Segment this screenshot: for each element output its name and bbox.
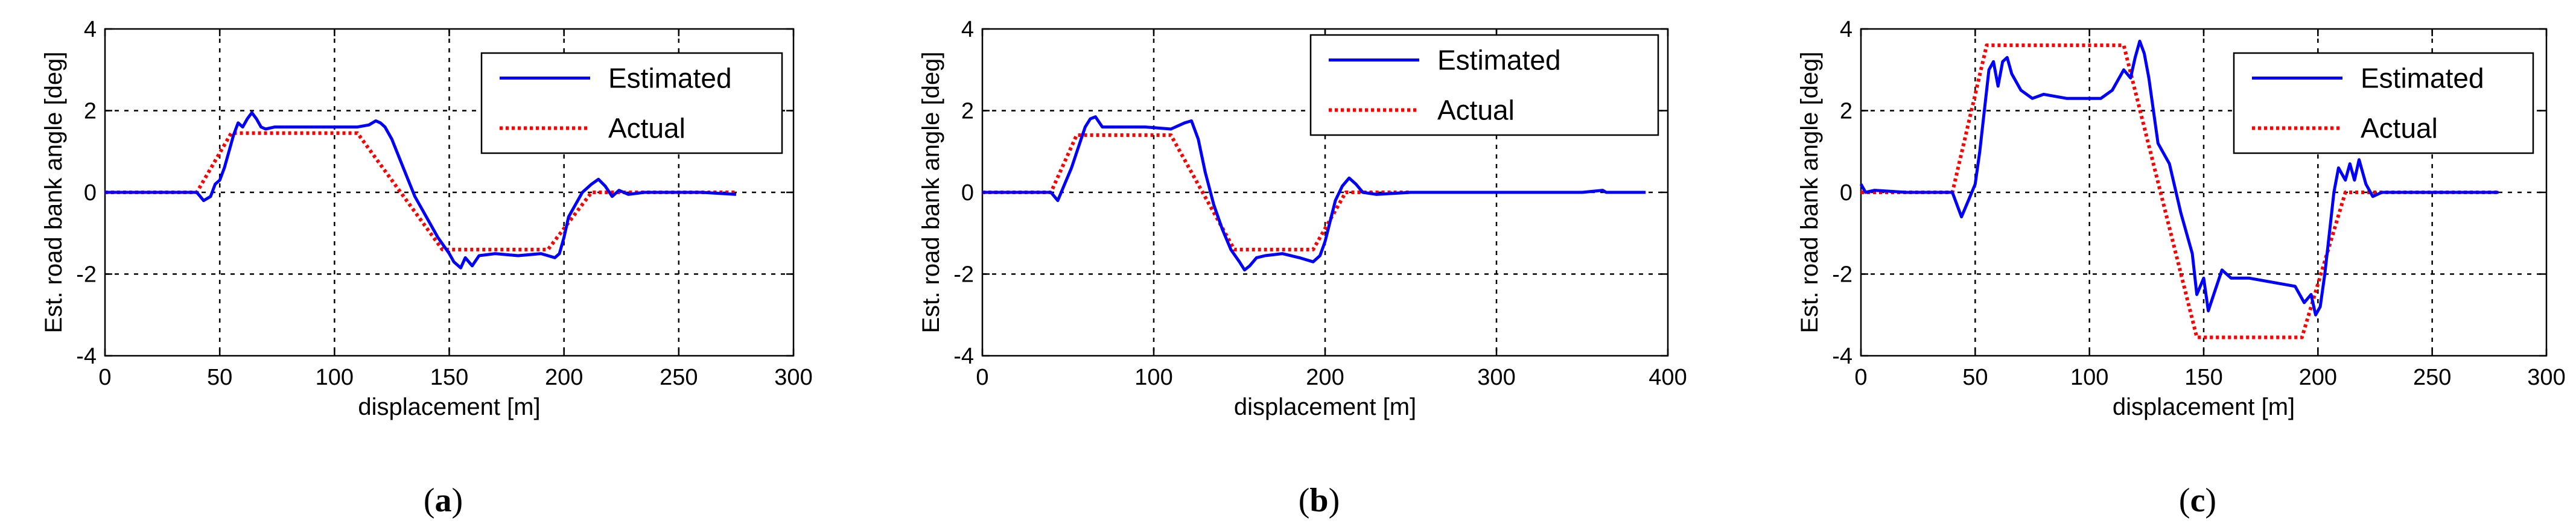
- series-line-estimated: [1859, 39, 2499, 317]
- caption-close-paren: ): [1329, 482, 1340, 519]
- legend-label-estimated: Estimated: [2361, 63, 2484, 94]
- x-tick-label: 250: [660, 365, 698, 390]
- caption-open-paren: (: [2179, 482, 2190, 519]
- legend-box: [2233, 52, 2534, 154]
- x-tick-label: 50: [207, 365, 232, 390]
- caption-close-paren: ): [452, 482, 463, 519]
- x-tick-label: 200: [2299, 365, 2337, 390]
- y-tick-label: -2: [76, 262, 97, 288]
- legend-label-estimated: Estimated: [1437, 45, 1561, 76]
- series-line-actual: [1861, 43, 2499, 339]
- legend: Estimated Actual: [2233, 52, 2534, 154]
- x-tick-label: 300: [1477, 365, 1515, 390]
- chart-panel-a: 0 50 100 150 200 250 300 -4 -2 0 2 4 displacement [m…: [40, 17, 813, 519]
- x-tick-label: 100: [316, 365, 354, 390]
- caption-letter: a: [435, 482, 452, 519]
- x-axis-label: displacement [m]: [1234, 394, 1416, 420]
- x-tick-label: 300: [774, 365, 812, 390]
- panel-caption: (b): [1299, 482, 1340, 519]
- x-tick-label: 0: [976, 365, 988, 390]
- y-tick-label: 0: [1840, 180, 1852, 206]
- y-tick-label: 2: [961, 99, 974, 124]
- x-tick-label: 250: [2413, 365, 2451, 390]
- y-tick-label: 4: [84, 17, 97, 42]
- panel-caption: (a): [424, 482, 463, 519]
- y-tick-label: 2: [1840, 99, 1852, 124]
- x-tick-label: 200: [1306, 365, 1344, 390]
- caption-close-paren: ): [2205, 482, 2216, 519]
- legend: Estimated Actual: [480, 52, 783, 154]
- caption-open-paren: (: [424, 482, 435, 519]
- y-axis-label: Est. road bank angle [deg]: [918, 52, 944, 333]
- y-tick-label: -4: [953, 344, 974, 369]
- legend-box: [480, 52, 783, 154]
- chart-panel-c: 0 50 100 150 200 250 300 -4 -2 0 2 4 displacement [m…: [1796, 17, 2566, 519]
- y-tick-label: -4: [1832, 344, 1852, 369]
- series-line-estimated: [105, 111, 737, 270]
- y-axis-label: Est. road bank angle [deg]: [1796, 52, 1823, 333]
- series-line-actual: [105, 131, 736, 251]
- legend-label-actual: Actual: [1437, 95, 1515, 126]
- x-tick-label: 100: [2070, 365, 2108, 390]
- series-line-estimated: [982, 115, 1646, 272]
- caption-open-paren: (: [1299, 482, 1310, 519]
- y-tick-label: 4: [1840, 17, 1852, 42]
- y-tick-label: -2: [953, 262, 974, 288]
- x-tick-label: 0: [1854, 365, 1867, 390]
- legend-box: [1309, 34, 1659, 136]
- x-tick-label: 50: [1962, 365, 1988, 390]
- x-axis-label: displacement [m]: [2113, 394, 2295, 420]
- x-tick-label: 300: [2527, 365, 2565, 390]
- caption-letter: b: [1309, 482, 1328, 519]
- y-tick-label: -2: [1832, 262, 1852, 288]
- x-tick-label: 400: [1649, 365, 1687, 390]
- x-tick-label: 100: [1134, 365, 1172, 390]
- x-axis-label: displacement [m]: [358, 394, 540, 420]
- y-tick-label: 0: [84, 180, 97, 206]
- panel-caption: (c): [2179, 482, 2216, 519]
- x-tick-label: 0: [98, 365, 111, 390]
- y-tick-label: -4: [76, 344, 97, 369]
- x-tick-label: 150: [430, 365, 468, 390]
- x-tick-label: 150: [2184, 365, 2222, 390]
- caption-letter: c: [2190, 482, 2206, 519]
- y-axis-label: Est. road bank angle [deg]: [40, 52, 67, 333]
- x-tick-label: 200: [545, 365, 583, 390]
- legend: Estimated Actual: [1309, 34, 1659, 136]
- y-tick-label: 2: [84, 99, 97, 124]
- legend-label-actual: Actual: [608, 113, 685, 144]
- series-line-actual: [982, 133, 1411, 251]
- y-tick-label: 4: [961, 17, 974, 42]
- y-tick-label: 0: [961, 180, 974, 206]
- legend-label-estimated: Estimated: [608, 63, 732, 94]
- chart-panel-b: 0 100 200 300 400 -4 -2 0 2 4 displacement [m] Est.…: [918, 17, 1687, 519]
- legend-label-actual: Actual: [2361, 113, 2438, 144]
